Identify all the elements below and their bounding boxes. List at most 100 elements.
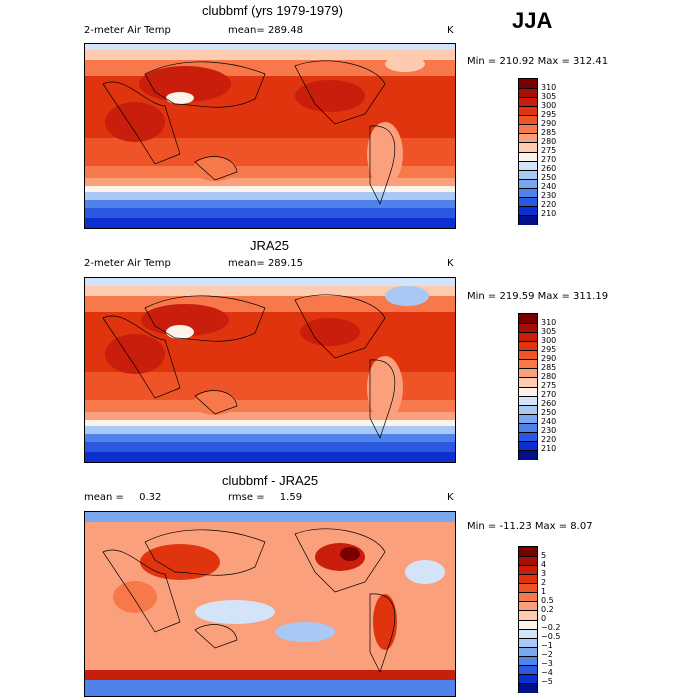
colorbar-cell bbox=[519, 178, 537, 189]
colorbar-cell bbox=[519, 124, 537, 135]
samerica-coast bbox=[369, 125, 396, 205]
australia-coast bbox=[194, 156, 238, 181]
variable-label-model: 2-meter Air Temp bbox=[84, 25, 171, 36]
antarctic-warm-diff bbox=[85, 670, 455, 680]
samerica bbox=[367, 122, 403, 186]
eurasia-coast bbox=[144, 61, 266, 108]
indian-ocean-diff bbox=[195, 600, 275, 624]
namerica-warm bbox=[295, 80, 365, 112]
minmax-obs: Min = 219.59 Max = 311.19 bbox=[467, 291, 609, 302]
colorbar-cell bbox=[519, 151, 537, 162]
colorbar-tick-label: 220 bbox=[541, 200, 557, 210]
tibet-cold bbox=[166, 325, 194, 339]
sh-mid-band bbox=[85, 400, 455, 412]
colorbar-tick-label: 305 bbox=[541, 91, 557, 101]
colorbar-tick-label: 280 bbox=[541, 136, 557, 146]
colorbar-cell bbox=[519, 97, 537, 108]
colorbar-obs bbox=[518, 313, 538, 460]
southern-ocean-band bbox=[85, 192, 455, 200]
colorbar-cell bbox=[519, 386, 537, 397]
australia-coast bbox=[194, 624, 238, 649]
sh-cool-band bbox=[85, 178, 455, 186]
colorbar-cell bbox=[519, 655, 537, 666]
colorbar-cell bbox=[519, 205, 537, 216]
colorbar-cell bbox=[519, 395, 537, 406]
eurasia-coast bbox=[144, 295, 266, 342]
colorbar-tick-label: 240 bbox=[541, 182, 557, 192]
arctic-diff bbox=[85, 512, 455, 522]
colorbar-cell bbox=[519, 88, 537, 99]
colorbar-cell bbox=[519, 404, 537, 415]
colorbar-tick-label: 290 bbox=[541, 118, 557, 128]
colorbar-tick-label: 295 bbox=[541, 344, 557, 354]
samerica-coast bbox=[369, 359, 396, 439]
colorbar-cell bbox=[519, 664, 537, 675]
units-label-diff: K bbox=[447, 492, 454, 503]
map-svg-model bbox=[85, 44, 455, 228]
colorbar-tick-label: 230 bbox=[541, 426, 557, 436]
colorbar-cell bbox=[519, 673, 537, 684]
africa-coast bbox=[102, 549, 181, 633]
australia bbox=[193, 157, 237, 181]
colorbar-tick-label: 275 bbox=[541, 146, 557, 155]
colorbar-tick-label: 285 bbox=[541, 362, 557, 372]
sh-cold-band bbox=[85, 420, 455, 426]
mean-value: 289.15 bbox=[267, 258, 303, 269]
atlantic-cool-diff bbox=[405, 560, 445, 584]
colorbar-cell bbox=[519, 79, 537, 89]
colorbar-cell bbox=[519, 142, 537, 153]
map-obs bbox=[84, 277, 456, 463]
colorbar-cell bbox=[519, 583, 537, 594]
africa-coast bbox=[102, 81, 181, 165]
colorbar-cell bbox=[519, 133, 537, 144]
colorbar-tick-label: 0 bbox=[541, 614, 547, 623]
colorbar-cell bbox=[519, 359, 537, 370]
panel-title-obs: JRA25 bbox=[250, 238, 290, 253]
colorbar-tick-label: 3 bbox=[541, 568, 547, 578]
units-label-obs: K bbox=[447, 258, 454, 269]
colorbar-tick-label: 275 bbox=[541, 381, 557, 390]
samerica bbox=[367, 356, 403, 420]
colorbar-tick-label: −2 bbox=[541, 650, 553, 660]
antarctic-cold-diff bbox=[85, 680, 455, 696]
panel-title-model: clubbmf (yrs 1979-1979) bbox=[202, 3, 343, 18]
colorbar-cell bbox=[519, 592, 537, 603]
colorbar-tick-label: 260 bbox=[541, 164, 557, 174]
minmax-diff: Min = -11.23 Max = 8.07 bbox=[467, 521, 593, 532]
colorbar-cell bbox=[519, 323, 537, 334]
nh-cool-band bbox=[85, 286, 455, 296]
colorbar-cell bbox=[519, 619, 537, 630]
colorbar-cell bbox=[519, 332, 537, 343]
arctic-band bbox=[85, 278, 455, 286]
greenland bbox=[385, 286, 429, 306]
colorbar-tick-label: 250 bbox=[541, 173, 557, 183]
map-model bbox=[84, 43, 456, 229]
australia bbox=[193, 391, 237, 415]
antarctic-edge-band bbox=[85, 434, 455, 442]
mean-label-model: mean= 289.48 bbox=[228, 25, 303, 36]
antarctic-interior-band bbox=[85, 452, 455, 462]
eurasia-coast bbox=[144, 529, 266, 576]
colorbar-tick-label: −0.2 bbox=[541, 623, 561, 633]
mean-value: 0.32 bbox=[139, 492, 162, 503]
map-svg-diff bbox=[85, 512, 455, 696]
colorbar-tick-label: 310 bbox=[541, 82, 557, 92]
sh-cool-band bbox=[85, 412, 455, 420]
colorbar-cell bbox=[519, 574, 537, 585]
nh-cool-band bbox=[85, 50, 455, 60]
colorbar-cell bbox=[519, 449, 537, 460]
colorbar-cell bbox=[519, 377, 537, 388]
mean-label-diff: mean = 0.32 bbox=[84, 492, 161, 503]
colorbar-tick-label: 2 bbox=[541, 577, 547, 587]
colorbar-tick-label: 260 bbox=[541, 399, 557, 409]
colorbar-tick-label: 305 bbox=[541, 326, 557, 336]
sh-cold-band bbox=[85, 186, 455, 192]
units-label-model: K bbox=[447, 25, 454, 36]
colorbar-tick-label: −5 bbox=[541, 677, 553, 687]
southern-ocean-band bbox=[85, 426, 455, 434]
colorbar-tick-label: 285 bbox=[541, 127, 557, 137]
minmax-model: Min = 210.92 Max = 312.41 bbox=[467, 56, 609, 67]
colorbar-tick-label: 280 bbox=[541, 371, 557, 381]
africa-coast bbox=[102, 315, 181, 399]
colorbar-cell bbox=[519, 196, 537, 207]
